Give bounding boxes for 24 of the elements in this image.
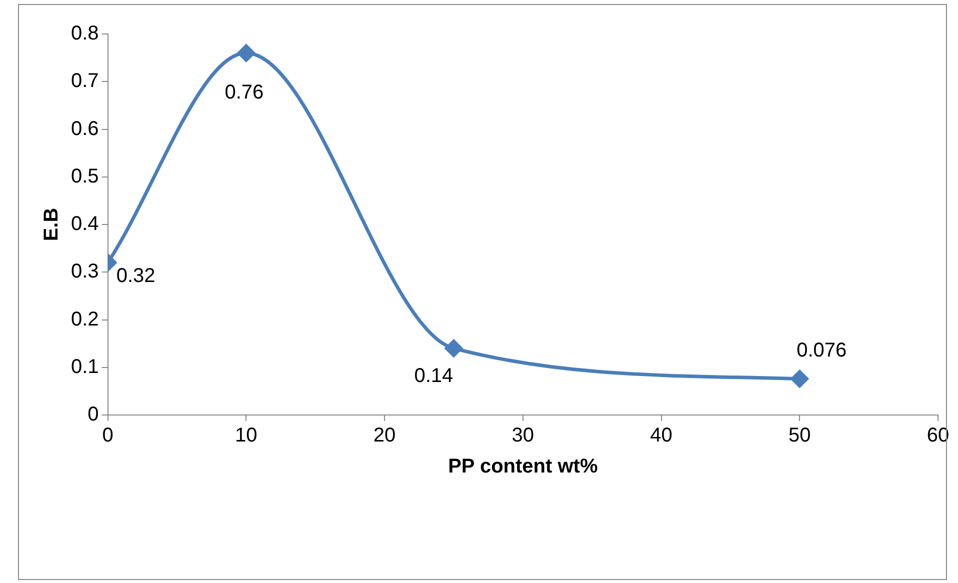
- y-tick-label: 0: [88, 404, 99, 426]
- data-label: 0.076: [796, 339, 847, 362]
- y-tick-label: 0.3: [70, 260, 99, 283]
- point: [444, 340, 462, 358]
- y-tick-label: 0.2: [70, 308, 99, 330]
- y-axis-title: E.B: [40, 208, 63, 242]
- y-tick-label: 0.1: [70, 356, 99, 378]
- data-label: 0.76: [224, 82, 264, 104]
- y-tick-label: 0.7: [70, 70, 99, 92]
- x-tick-label: 0: [102, 424, 114, 447]
- x-tick-label: 10: [235, 424, 258, 447]
- x-tick-label: 50: [788, 424, 811, 447]
- point: [790, 370, 808, 388]
- data-label: 0.32: [116, 265, 156, 288]
- x-tick-label: 40: [650, 424, 672, 447]
- point: [237, 44, 255, 62]
- y-tick-label: 0.5: [70, 165, 99, 188]
- x-tick-label: 20: [373, 424, 396, 447]
- y-tick-label: 0.6: [70, 118, 99, 140]
- x-tick-label: 30: [512, 424, 534, 447]
- y-tick-label: 0.4: [70, 213, 99, 236]
- y-tick-label: 0.8: [70, 22, 99, 45]
- data-label: 0.14: [414, 364, 454, 387]
- x-axis-title: PP content wt%: [448, 456, 598, 478]
